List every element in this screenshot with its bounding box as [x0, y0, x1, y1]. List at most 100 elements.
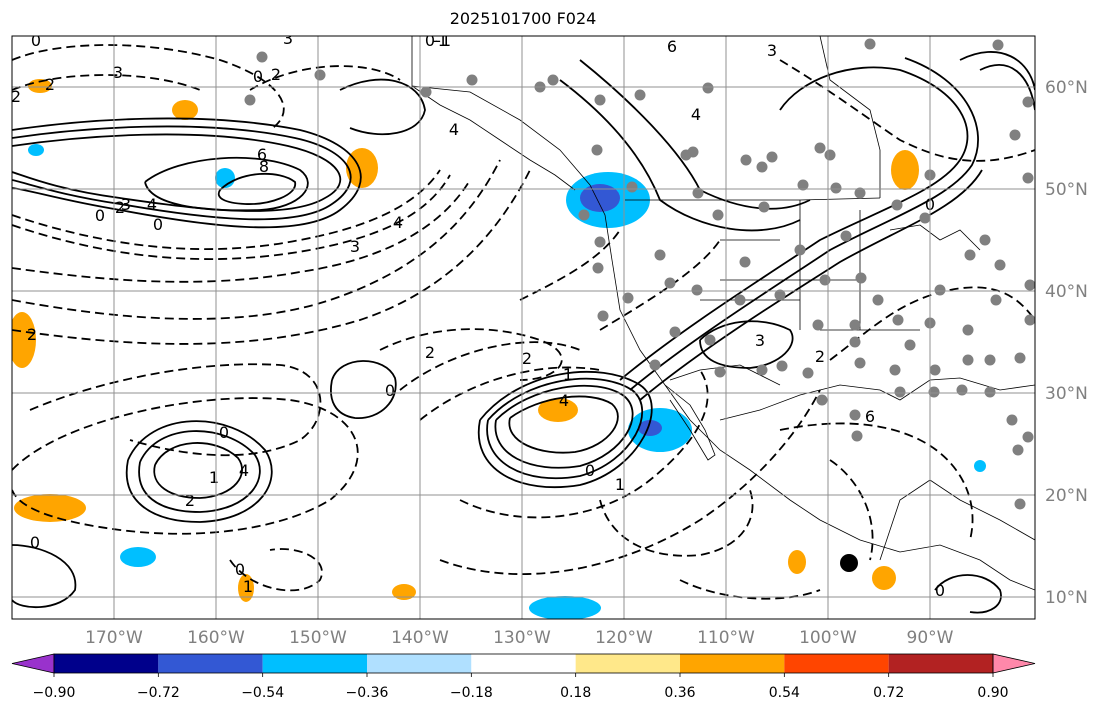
contour-line — [29, 363, 322, 457]
colorbar-tick-label: −0.90 — [33, 685, 76, 701]
colorbar-tick-label: 0.90 — [977, 685, 1008, 701]
anomaly-patch-orange — [172, 100, 198, 120]
contour-value-label: 0 — [219, 423, 229, 442]
great-lakes — [889, 224, 981, 251]
colorbar-segment — [367, 654, 472, 673]
colorbar-extend-high — [992, 653, 1036, 674]
longitude-label: 130°W — [493, 628, 551, 648]
contour-value-label: 2 — [185, 491, 195, 510]
contour-value-label: 4 — [691, 105, 701, 124]
contour-line — [439, 389, 821, 575]
state-lines — [700, 200, 920, 331]
colorbar-tick-label: −0.72 — [137, 685, 180, 701]
contour-line — [829, 286, 1035, 361]
latitude-label: 10°N — [1045, 588, 1088, 608]
hudson-coast — [819, 36, 881, 198]
baja-peninsula — [664, 384, 716, 461]
contour-value-label: 3 — [121, 195, 131, 214]
contour-line — [477, 370, 653, 489]
contour-value-label: 2 — [11, 87, 21, 106]
colorbar-segment — [54, 654, 159, 673]
longitude-label: 150°W — [289, 628, 347, 648]
contour-line — [330, 360, 397, 419]
contour-value-label: 8 — [259, 157, 269, 176]
contour-line — [459, 369, 709, 519]
contour-line — [639, 169, 983, 401]
contour-value-label: 4 — [393, 213, 403, 232]
colorbar-segment — [262, 654, 367, 673]
gulf-coast — [719, 377, 1035, 421]
colorbar-segment — [784, 654, 889, 673]
contour-line — [519, 229, 621, 301]
contour-value-label: 4 — [239, 461, 249, 480]
colorbar-tick-label: −0.18 — [450, 685, 493, 701]
large-black-dot — [840, 554, 858, 572]
contour-value-label: 2 — [522, 349, 532, 368]
contour-line — [579, 59, 811, 210]
contour-line — [508, 395, 619, 454]
anomaly-patch-blue — [529, 596, 601, 619]
contour-value-label: -1 — [432, 31, 448, 50]
longitude-label: 140°W — [391, 628, 449, 648]
contour-line — [829, 459, 874, 561]
latitude-label: 60°N — [1045, 78, 1088, 98]
colorbar-segment — [471, 654, 576, 673]
colorbar-outline — [53, 653, 994, 674]
contour-value-label: 0 — [31, 31, 41, 50]
anomaly-patch-blue — [974, 460, 986, 472]
contour-value-label: 2 — [425, 343, 435, 362]
contour-line — [153, 442, 243, 499]
colorbar-tick-label: −0.54 — [241, 685, 284, 701]
contour-line — [12, 544, 77, 609]
contour-line — [699, 320, 794, 369]
contour-line — [559, 79, 801, 232]
longitude-labels: 170°W 160°W 150°W 140°W 130°W 120°W 110°W 100°W… — [85, 628, 954, 648]
contour-line — [12, 74, 201, 91]
contour-line — [934, 574, 1002, 614]
latitude-label: 20°N — [1045, 486, 1088, 506]
contour-value-label: 4 — [147, 195, 157, 214]
contour-line — [494, 384, 634, 469]
anomaly-patch-blue — [28, 144, 44, 156]
contour-value-label: 2 — [115, 198, 125, 217]
contour-line — [12, 125, 352, 221]
contour-line — [12, 44, 285, 131]
colorbar-tick-label: −0.36 — [346, 685, 389, 701]
contour-line — [229, 548, 323, 592]
longitude-label: 90°W — [907, 628, 954, 648]
longitude-label: 120°W — [595, 628, 653, 648]
solid-contours — [12, 51, 1035, 614]
anomaly-patch-orange — [538, 398, 578, 422]
north-america-coast — [411, 36, 1035, 591]
contour-line — [217, 172, 296, 205]
contour-value-label: 0 — [253, 67, 263, 86]
graticule — [12, 36, 1035, 619]
contour-line — [399, 341, 581, 391]
colorbar-segment — [888, 654, 993, 673]
contour-line — [144, 156, 309, 212]
colorbar-segment — [680, 654, 785, 673]
contour-value-label: 0-1 — [425, 31, 451, 50]
contour-value-label: 2 — [45, 75, 55, 94]
contour-value-label: 0 — [385, 381, 395, 400]
contour-value-label: 1 — [243, 577, 253, 596]
contour-line — [12, 159, 501, 320]
contour-line — [779, 59, 1035, 162]
contour-value-label: 0 — [95, 206, 105, 225]
contour-line — [125, 420, 273, 523]
contour-value-label: 1 — [615, 475, 625, 494]
map-title: 2025101700 F024 — [449, 9, 597, 28]
colorbar-tick-label: 0.54 — [769, 685, 800, 701]
alaska-coast — [411, 85, 576, 191]
contour-line — [138, 430, 261, 513]
contour-value-label: 1 — [209, 468, 219, 487]
longitude-label: 160°W — [187, 628, 245, 648]
contour-line — [12, 174, 451, 260]
longitude-label: 170°W — [85, 628, 143, 648]
anomaly-patch-darkblue — [580, 184, 620, 212]
longitude-label: 110°W — [697, 628, 755, 648]
contour-value-label: 0 — [935, 581, 945, 600]
anomaly-patch-orange — [788, 550, 806, 574]
